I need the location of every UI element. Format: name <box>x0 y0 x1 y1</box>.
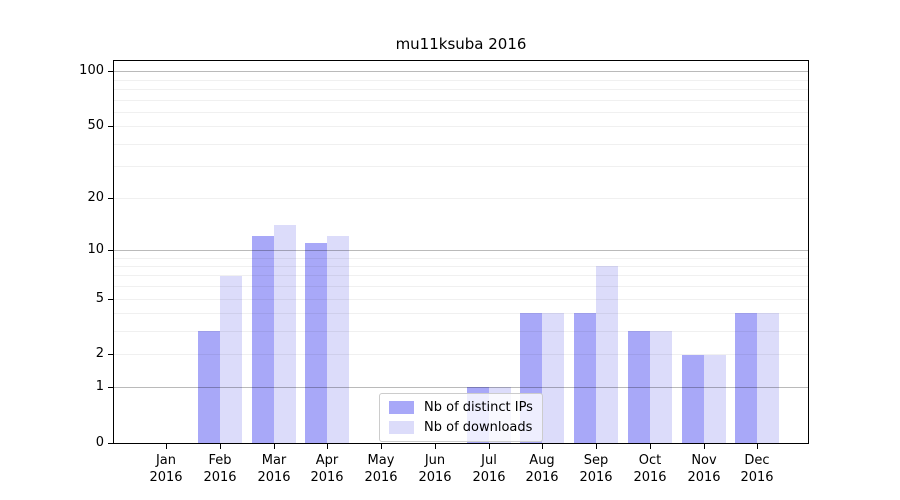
bar-downloads-dec <box>757 313 780 443</box>
gridlines-layer <box>114 61 808 443</box>
x-tick-label-jun: Jun 2016 <box>418 453 452 485</box>
y-tick-label-100: 100 <box>79 63 104 78</box>
gridline-8 <box>114 266 808 267</box>
bar-distinct-ips-feb <box>197 331 220 443</box>
y-tick-label-20: 20 <box>87 190 104 205</box>
legend-item-distinct-ips: Nb of distinct IPs <box>389 400 533 415</box>
x-tick-mark-jun <box>435 444 436 449</box>
gridline-5 <box>114 299 808 300</box>
y-tick-mark-100 <box>108 71 113 72</box>
y-tick-mark-2 <box>108 354 113 355</box>
x-tick-mark-dec <box>757 444 758 449</box>
x-tick-label-jul: Jul 2016 <box>472 453 506 485</box>
x-tick-mark-nov <box>704 444 705 449</box>
bar-distinct-ips-sep <box>574 313 596 443</box>
y-tick-label-1: 1 <box>95 379 104 394</box>
gridline-50 <box>114 126 808 127</box>
x-tick-label-nov: Nov 2016 <box>687 453 721 485</box>
x-tick-label-dec: Dec 2016 <box>740 453 774 485</box>
bar-downloads-feb <box>219 275 242 443</box>
gridline-30 <box>114 166 808 167</box>
y-tick-mark-5 <box>108 299 113 300</box>
legend: Nb of distinct IPs Nb of downloads <box>379 393 543 442</box>
bar-downloads-apr <box>327 236 350 443</box>
y-tick-label-2: 2 <box>95 346 104 361</box>
gridline-90 <box>114 80 808 81</box>
legend-swatch-downloads-icon <box>389 421 414 434</box>
gridline-60 <box>114 112 808 113</box>
x-tick-mark-apr <box>327 444 328 449</box>
x-tick-mark-jan <box>166 444 167 449</box>
x-tick-mark-may <box>381 444 382 449</box>
bar-distinct-ips-dec <box>735 313 758 443</box>
bar-downloads-nov <box>703 354 726 443</box>
x-tick-label-apr: Apr 2016 <box>310 453 344 485</box>
bar-distinct-ips-mar <box>251 236 274 443</box>
gridline-100 <box>114 71 808 72</box>
gridline-20 <box>114 198 808 199</box>
bar-downloads-oct <box>649 331 672 443</box>
gridline-3 <box>114 331 808 332</box>
legend-item-downloads: Nb of downloads <box>389 420 533 435</box>
y-tick-mark-1 <box>108 387 113 388</box>
bar-downloads-sep <box>596 266 618 443</box>
x-tick-label-may: May 2016 <box>364 453 398 485</box>
x-tick-mark-sep <box>596 444 597 449</box>
gridline-1 <box>114 387 808 388</box>
x-tick-mark-oct <box>650 444 651 449</box>
gridline-70 <box>114 100 808 101</box>
plot-area: Nb of distinct IPs Nb of downloads <box>113 60 809 444</box>
gridline-10 <box>114 250 808 251</box>
x-tick-label-mar: Mar 2016 <box>257 453 291 485</box>
y-tick-label-50: 50 <box>87 118 104 133</box>
x-tick-label-feb: Feb 2016 <box>203 453 237 485</box>
bar-distinct-ips-apr <box>305 242 328 443</box>
gridline-7 <box>114 275 808 276</box>
gridline-9 <box>114 258 808 259</box>
x-tick-label-aug: Aug 2016 <box>525 453 559 485</box>
bar-downloads-aug <box>542 313 565 443</box>
x-tick-label-sep: Sep 2016 <box>579 453 613 485</box>
y-tick-label-0: 0 <box>95 435 104 450</box>
x-tick-label-jan: Jan 2016 <box>149 453 183 485</box>
bar-distinct-ips-nov <box>681 354 704 443</box>
gridline-4 <box>114 313 808 314</box>
y-tick-label-5: 5 <box>95 291 104 306</box>
x-tick-mark-aug <box>542 444 543 449</box>
bar-distinct-ips-oct <box>627 331 650 443</box>
y-tick-label-10: 10 <box>87 242 104 257</box>
y-tick-mark-20 <box>108 198 113 199</box>
gridline-40 <box>114 144 808 145</box>
x-tick-mark-feb <box>220 444 221 449</box>
y-tick-mark-0 <box>108 443 113 444</box>
y-tick-mark-10 <box>108 250 113 251</box>
legend-label-downloads: Nb of downloads <box>424 420 533 435</box>
chart-title: mu11ksuba 2016 <box>395 35 527 53</box>
x-tick-label-oct: Oct 2016 <box>633 453 667 485</box>
x-tick-mark-mar <box>274 444 275 449</box>
legend-swatch-distinct-ips-icon <box>389 401 414 414</box>
y-tick-mark-50 <box>108 126 113 127</box>
gridline-6 <box>114 286 808 287</box>
gridline-2 <box>114 354 808 355</box>
gridline-80 <box>114 89 808 90</box>
x-tick-mark-jul <box>489 444 490 449</box>
legend-label-distinct-ips: Nb of distinct IPs <box>424 400 533 415</box>
bar-downloads-mar <box>273 224 296 443</box>
